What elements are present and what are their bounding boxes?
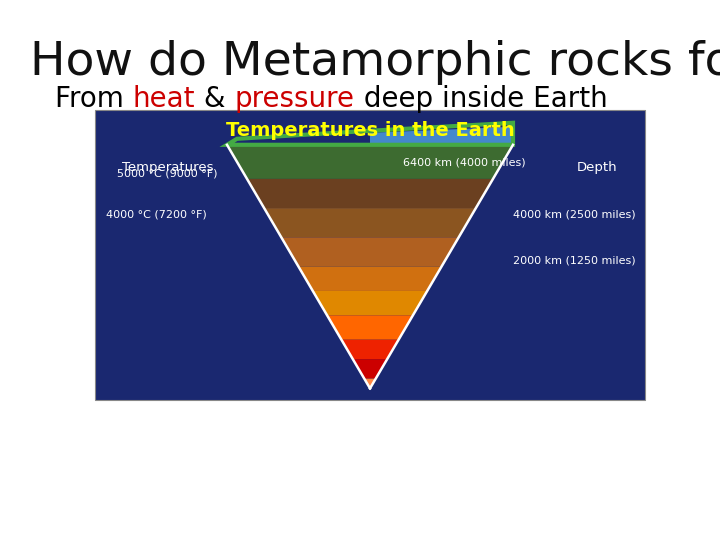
Text: How do Metamorphic rocks form?: How do Metamorphic rocks form? [30, 40, 720, 85]
Polygon shape [227, 145, 513, 179]
Polygon shape [264, 208, 476, 238]
Text: deep inside Earth: deep inside Earth [355, 85, 608, 113]
Text: pressure: pressure [235, 85, 355, 113]
Polygon shape [364, 379, 376, 388]
Polygon shape [312, 291, 427, 315]
Text: From: From [55, 85, 132, 113]
Text: Temperatures: Temperatures [122, 161, 214, 174]
Text: Temperatures in the Earth: Temperatures in the Earth [225, 121, 514, 140]
Polygon shape [353, 359, 387, 379]
Polygon shape [370, 127, 513, 145]
Text: 4000 °C (7200 °F): 4000 °C (7200 °F) [106, 210, 207, 219]
Text: Depth: Depth [577, 161, 618, 174]
Text: &: & [195, 85, 235, 113]
Text: heat: heat [132, 85, 195, 113]
Polygon shape [327, 315, 413, 340]
Text: 5000 °C (9000 °F): 5000 °C (9000 °F) [117, 169, 217, 179]
Polygon shape [341, 340, 399, 359]
Text: 4000 km (2500 miles): 4000 km (2500 miles) [513, 210, 636, 219]
Polygon shape [247, 179, 493, 208]
Text: 2000 km (1250 miles): 2000 km (1250 miles) [513, 256, 636, 266]
FancyBboxPatch shape [95, 110, 645, 400]
Polygon shape [282, 238, 459, 267]
Text: 6400 km (4000 miles): 6400 km (4000 miles) [403, 157, 526, 167]
Polygon shape [299, 267, 441, 291]
